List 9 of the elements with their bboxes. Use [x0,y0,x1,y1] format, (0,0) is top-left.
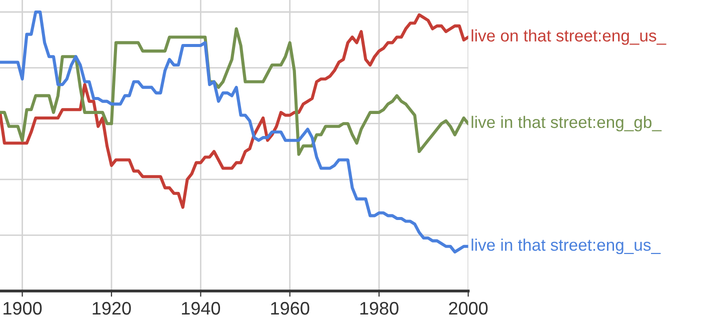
x-tick-label: 1920 [92,302,131,315]
series-label: live in that street:eng_us_ [472,238,661,254]
x-tick-label: 1980 [360,302,398,315]
x-tick-label: 1960 [271,302,310,315]
x-tick-label: 2000 [449,302,488,315]
x-tick-label: 1940 [182,302,220,315]
series-label: live in that street:eng_gb_ [472,116,662,132]
series-label: live on that street:eng_us_ [472,29,666,45]
x-tick-label: 1900 [4,302,42,315]
